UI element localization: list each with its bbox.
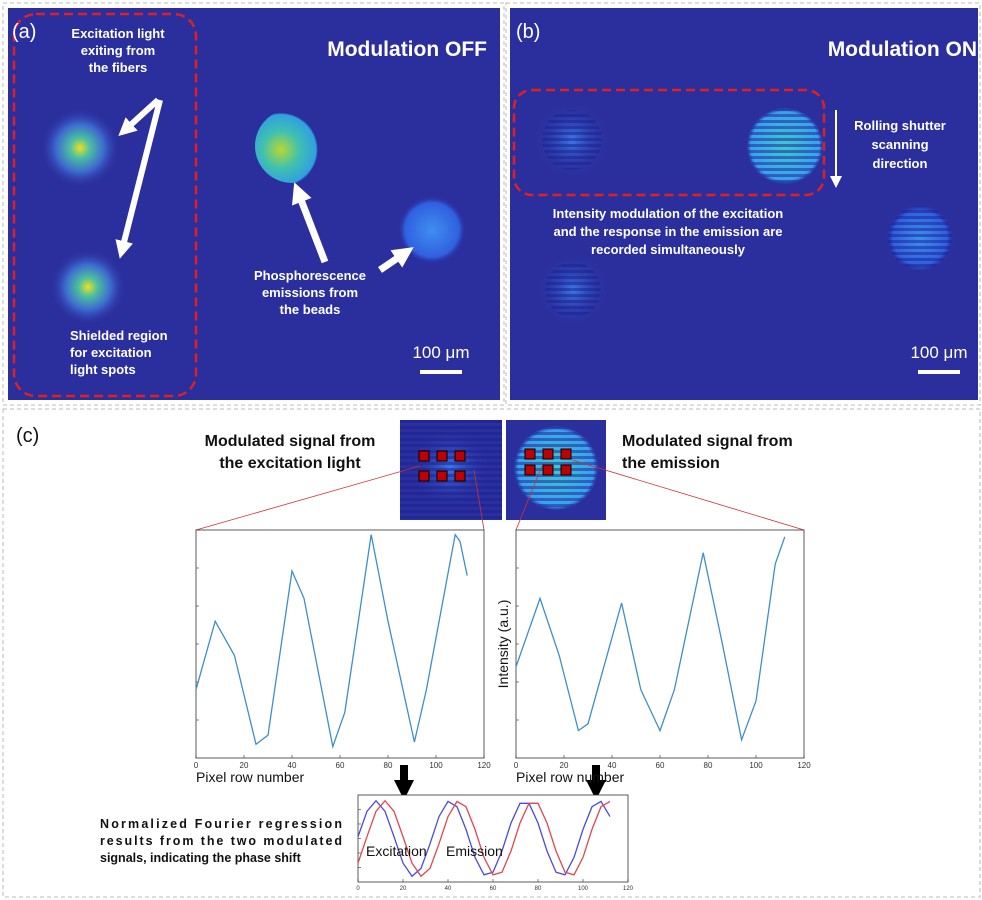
x-tick-label: 80 bbox=[535, 886, 542, 892]
x-tick-label: 60 bbox=[490, 886, 497, 892]
zoom-line bbox=[196, 466, 420, 530]
bead bbox=[255, 109, 329, 183]
plot-title: Modulated signal from bbox=[205, 433, 376, 450]
stripes bbox=[400, 420, 502, 520]
y-axis-label: Intensity (a.u.) bbox=[495, 600, 511, 689]
annotation: Normalized Fourier regression bbox=[100, 817, 342, 831]
x-tick-label: 100 bbox=[749, 761, 763, 770]
fiber-spot bbox=[50, 249, 126, 325]
x-tick-label: 100 bbox=[578, 886, 589, 892]
annotation: light spots bbox=[70, 362, 136, 377]
plot-frame bbox=[516, 530, 804, 758]
x-tick-label: 20 bbox=[400, 886, 407, 892]
annotation: recorded simultaneously bbox=[591, 242, 746, 257]
roi-square bbox=[419, 471, 429, 481]
annotation: for excitation bbox=[70, 345, 152, 360]
stripes bbox=[545, 262, 601, 318]
roi-square bbox=[561, 465, 571, 475]
micrograph bbox=[510, 8, 978, 400]
stripes bbox=[748, 109, 822, 183]
roi-square bbox=[437, 471, 447, 481]
figure: (a) Modulation OFF Excitation light exiting… bbox=[0, 0, 982, 900]
x-tick-label: 80 bbox=[704, 761, 713, 770]
annotation: emissions from bbox=[262, 285, 358, 300]
plot-title: the excitation light bbox=[219, 455, 361, 472]
annotation: the fibers bbox=[89, 60, 148, 75]
plot-frame bbox=[196, 530, 484, 758]
roi-square bbox=[525, 465, 535, 475]
annotation: direction bbox=[873, 156, 928, 171]
x-tick-label: 80 bbox=[384, 761, 393, 770]
roi-square bbox=[543, 465, 553, 475]
annotation: Rolling shutter bbox=[854, 118, 946, 133]
x-tick-label: 120 bbox=[623, 886, 634, 892]
stripes bbox=[542, 110, 602, 170]
x-tick-label: 40 bbox=[445, 886, 452, 892]
x-tick-label: 60 bbox=[336, 761, 345, 770]
stripes bbox=[888, 206, 952, 270]
annotation: Intensity modulation of the excitation bbox=[553, 206, 783, 221]
x-tick-label: 100 bbox=[429, 761, 443, 770]
x-tick-label: 120 bbox=[477, 761, 491, 770]
legend-label: Emission bbox=[446, 843, 503, 859]
scale-label: 100 μm bbox=[412, 343, 469, 362]
roi-square bbox=[561, 449, 571, 459]
panel-label: (c) bbox=[16, 425, 39, 447]
roi-square bbox=[437, 451, 447, 461]
roi-square bbox=[525, 449, 535, 459]
annotation: scanning bbox=[871, 137, 928, 152]
x-tick-label: 60 bbox=[656, 761, 665, 770]
annotation: exiting from bbox=[81, 43, 155, 58]
legend-label: Excitation bbox=[366, 843, 427, 859]
annotation: Shielded region bbox=[70, 328, 168, 343]
panel-label: (a) bbox=[12, 21, 36, 43]
annotation: Excitation light bbox=[71, 26, 165, 41]
plot-title: the emission bbox=[622, 455, 720, 472]
panel-label: (b) bbox=[516, 21, 540, 43]
panel-title: Modulation OFF bbox=[327, 38, 487, 61]
roi-square bbox=[455, 451, 465, 461]
fiber-spot bbox=[40, 108, 120, 188]
bead bbox=[398, 196, 466, 264]
annotation: Phosphorescence bbox=[254, 268, 366, 283]
panel-title: Modulation ON bbox=[828, 38, 977, 61]
annotation: the beads bbox=[280, 302, 341, 317]
plot-title: Modulated signal from bbox=[622, 433, 793, 450]
x-axis-label: Pixel row number bbox=[516, 769, 624, 785]
plot-frame bbox=[358, 795, 628, 882]
x-tick-label: 120 bbox=[797, 761, 811, 770]
x-axis-label: Pixel row number bbox=[196, 769, 304, 785]
roi-square bbox=[455, 471, 465, 481]
scale-label: 100 μm bbox=[910, 343, 967, 362]
x-tick-label: 0 bbox=[356, 886, 360, 892]
roi-square bbox=[543, 449, 553, 459]
roi-square bbox=[419, 451, 429, 461]
annotation: and the response in the emission are bbox=[553, 224, 782, 239]
annotation: signals, indicating the phase shift bbox=[100, 851, 302, 865]
annotation: results from the two modulated bbox=[100, 834, 342, 848]
